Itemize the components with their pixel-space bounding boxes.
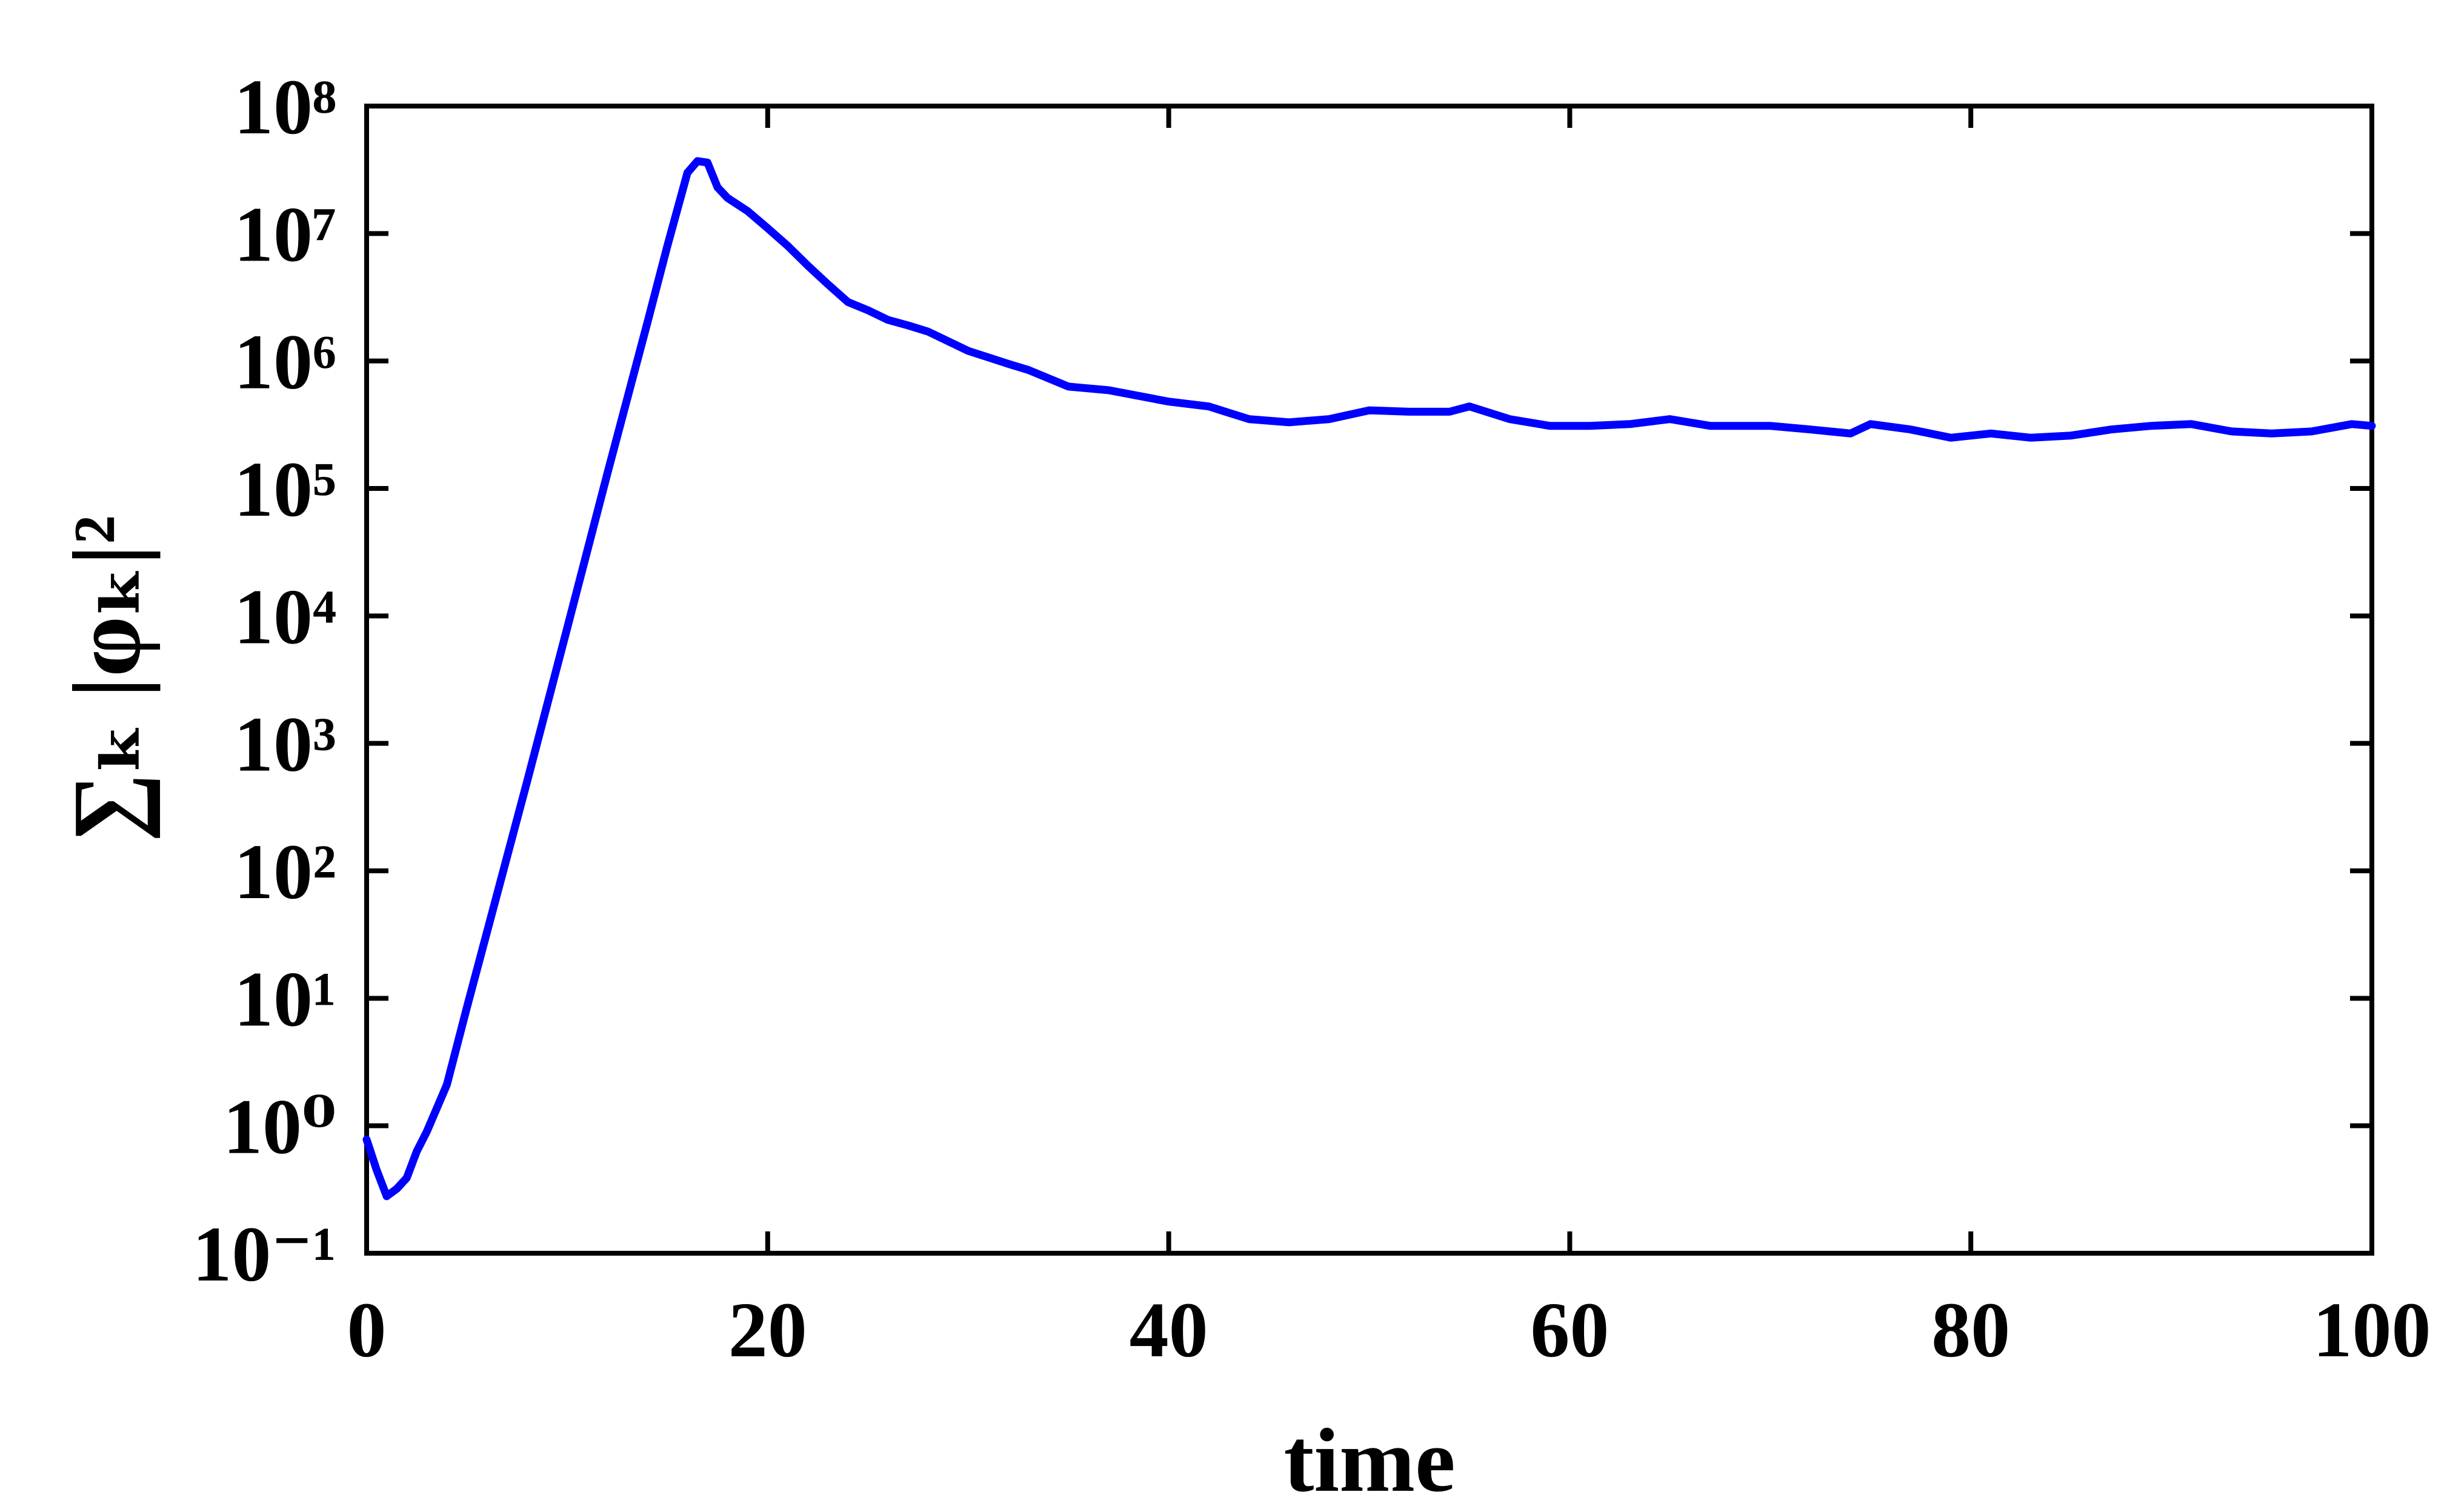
data-line: [362, 157, 2376, 1201]
y-tick-label: 10⁻¹: [192, 1211, 336, 1298]
y-tick-label: 10²: [234, 828, 336, 916]
y-tick-label: 10⁰: [223, 1084, 336, 1171]
y-tick-label: 10⁶: [234, 319, 336, 406]
x-axis-label: time: [1283, 1410, 1455, 1511]
plot-frame: [364, 104, 2374, 1256]
x-tick-label: 20: [728, 1287, 807, 1374]
x-tick-label: 0: [347, 1287, 387, 1374]
y-tick-label: 10⁸: [234, 64, 336, 151]
x-tick-label: 80: [1931, 1287, 2010, 1374]
y-tick-label: 10⁴: [234, 573, 336, 661]
y-tick-label: 10¹: [234, 956, 336, 1043]
y-tick-label: 10⁵: [234, 446, 336, 533]
x-tick-label: 100: [2313, 1287, 2431, 1374]
x-tick-label: 60: [1530, 1287, 1609, 1374]
y-tick-label: 10⁷: [234, 191, 336, 278]
y-axis-label: ∑ₖ |φₖ|²: [53, 515, 161, 842]
y-tick-label: 10³: [234, 701, 336, 788]
x-tick-label: 40: [1130, 1287, 1208, 1374]
